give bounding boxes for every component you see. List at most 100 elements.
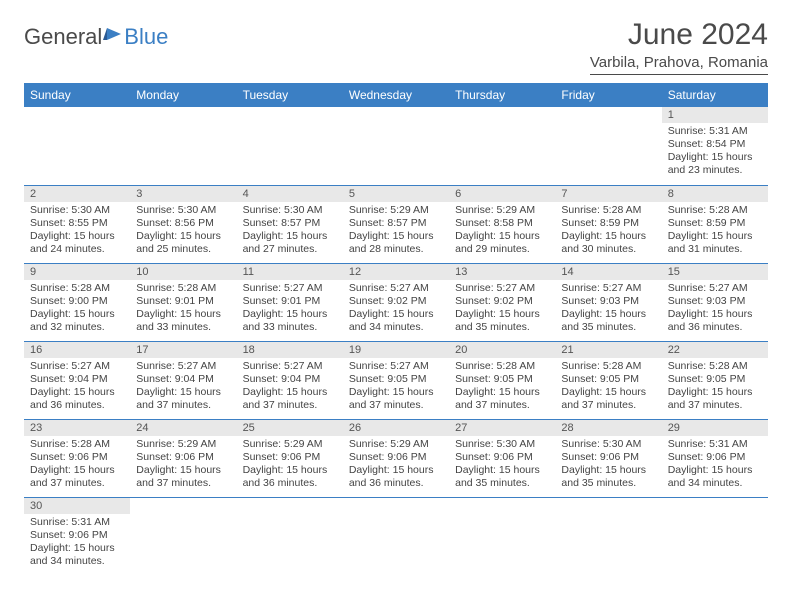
day-header-row: Sunday Monday Tuesday Wednesday Thursday… (24, 83, 768, 107)
day-number: 30 (24, 498, 130, 514)
day-number: 9 (24, 264, 130, 280)
daylight-text: Daylight: 15 hours and 28 minutes. (349, 230, 443, 256)
day-content: Sunrise: 5:28 AMSunset: 9:06 PMDaylight:… (24, 436, 130, 495)
sunrise-text: Sunrise: 5:29 AM (243, 438, 337, 451)
sunset-text: Sunset: 9:06 PM (668, 451, 762, 464)
day-content: Sunrise: 5:30 AMSunset: 8:55 PMDaylight:… (24, 202, 130, 261)
daylight-text: Daylight: 15 hours and 33 minutes. (136, 308, 230, 334)
page-title: June 2024 (590, 18, 768, 52)
sunset-text: Sunset: 9:05 PM (561, 373, 655, 386)
calendar-cell: 19Sunrise: 5:27 AMSunset: 9:05 PMDayligh… (343, 341, 449, 419)
sunset-text: Sunset: 8:59 PM (561, 217, 655, 230)
day-header: Saturday (662, 83, 768, 107)
daylight-text: Daylight: 15 hours and 24 minutes. (30, 230, 124, 256)
day-content: Sunrise: 5:28 AMSunset: 9:05 PMDaylight:… (662, 358, 768, 417)
daylight-text: Daylight: 15 hours and 37 minutes. (243, 386, 337, 412)
calendar-cell: 7Sunrise: 5:28 AMSunset: 8:59 PMDaylight… (555, 185, 661, 263)
sunrise-text: Sunrise: 5:27 AM (668, 282, 762, 295)
calendar-cell: 1Sunrise: 5:31 AMSunset: 8:54 PMDaylight… (662, 107, 768, 185)
sunrise-text: Sunrise: 5:27 AM (243, 282, 337, 295)
daylight-text: Daylight: 15 hours and 30 minutes. (561, 230, 655, 256)
calendar-cell: 16Sunrise: 5:27 AMSunset: 9:04 PMDayligh… (24, 341, 130, 419)
calendar-cell (130, 497, 236, 575)
sunset-text: Sunset: 8:57 PM (243, 217, 337, 230)
calendar-cell: 29Sunrise: 5:31 AMSunset: 9:06 PMDayligh… (662, 419, 768, 497)
sunrise-text: Sunrise: 5:27 AM (30, 360, 124, 373)
sunset-text: Sunset: 8:55 PM (30, 217, 124, 230)
day-number: 22 (662, 342, 768, 358)
sunrise-text: Sunrise: 5:29 AM (455, 204, 549, 217)
day-content: Sunrise: 5:28 AMSunset: 8:59 PMDaylight:… (555, 202, 661, 261)
daylight-text: Daylight: 15 hours and 36 minutes. (349, 464, 443, 490)
sunrise-text: Sunrise: 5:28 AM (136, 282, 230, 295)
day-number: 13 (449, 264, 555, 280)
calendar-cell: 24Sunrise: 5:29 AMSunset: 9:06 PMDayligh… (130, 419, 236, 497)
sunset-text: Sunset: 9:04 PM (136, 373, 230, 386)
calendar-cell: 21Sunrise: 5:28 AMSunset: 9:05 PMDayligh… (555, 341, 661, 419)
sunrise-text: Sunrise: 5:30 AM (136, 204, 230, 217)
calendar-cell: 2Sunrise: 5:30 AMSunset: 8:55 PMDaylight… (24, 185, 130, 263)
calendar-cell: 17Sunrise: 5:27 AMSunset: 9:04 PMDayligh… (130, 341, 236, 419)
calendar-row: 1Sunrise: 5:31 AMSunset: 8:54 PMDaylight… (24, 107, 768, 185)
day-number: 20 (449, 342, 555, 358)
calendar-cell (449, 107, 555, 185)
day-header: Monday (130, 83, 236, 107)
daylight-text: Daylight: 15 hours and 32 minutes. (30, 308, 124, 334)
sunrise-text: Sunrise: 5:31 AM (30, 516, 124, 529)
day-number: 15 (662, 264, 768, 280)
calendar-cell (343, 497, 449, 575)
day-number: 19 (343, 342, 449, 358)
calendar-cell: 25Sunrise: 5:29 AMSunset: 9:06 PMDayligh… (237, 419, 343, 497)
daylight-text: Daylight: 15 hours and 36 minutes. (243, 464, 337, 490)
day-number: 11 (237, 264, 343, 280)
daylight-text: Daylight: 15 hours and 37 minutes. (30, 464, 124, 490)
sunrise-text: Sunrise: 5:28 AM (561, 204, 655, 217)
calendar-cell: 3Sunrise: 5:30 AMSunset: 8:56 PMDaylight… (130, 185, 236, 263)
sunrise-text: Sunrise: 5:27 AM (136, 360, 230, 373)
day-content: Sunrise: 5:28 AMSunset: 9:00 PMDaylight:… (24, 280, 130, 339)
day-content: Sunrise: 5:31 AMSunset: 9:06 PMDaylight:… (662, 436, 768, 495)
day-number: 2 (24, 186, 130, 202)
calendar-row: 9Sunrise: 5:28 AMSunset: 9:00 PMDaylight… (24, 263, 768, 341)
day-content: Sunrise: 5:27 AMSunset: 9:02 PMDaylight:… (449, 280, 555, 339)
day-number: 21 (555, 342, 661, 358)
calendar-cell: 13Sunrise: 5:27 AMSunset: 9:02 PMDayligh… (449, 263, 555, 341)
daylight-text: Daylight: 15 hours and 37 minutes. (349, 386, 443, 412)
daylight-text: Daylight: 15 hours and 33 minutes. (243, 308, 337, 334)
sunset-text: Sunset: 9:05 PM (668, 373, 762, 386)
day-number: 28 (555, 420, 661, 436)
day-number: 1 (662, 107, 768, 123)
calendar-cell (343, 107, 449, 185)
sunset-text: Sunset: 8:56 PM (136, 217, 230, 230)
calendar-cell (449, 497, 555, 575)
calendar-cell: 22Sunrise: 5:28 AMSunset: 9:05 PMDayligh… (662, 341, 768, 419)
calendar-row: 30Sunrise: 5:31 AMSunset: 9:06 PMDayligh… (24, 497, 768, 575)
sunset-text: Sunset: 9:06 PM (349, 451, 443, 464)
sunset-text: Sunset: 9:05 PM (349, 373, 443, 386)
sunset-text: Sunset: 9:06 PM (561, 451, 655, 464)
day-content: Sunrise: 5:28 AMSunset: 9:01 PMDaylight:… (130, 280, 236, 339)
day-content: Sunrise: 5:31 AMSunset: 8:54 PMDaylight:… (662, 123, 768, 182)
day-content: Sunrise: 5:27 AMSunset: 9:03 PMDaylight:… (555, 280, 661, 339)
calendar-cell: 4Sunrise: 5:30 AMSunset: 8:57 PMDaylight… (237, 185, 343, 263)
sunset-text: Sunset: 8:57 PM (349, 217, 443, 230)
daylight-text: Daylight: 15 hours and 29 minutes. (455, 230, 549, 256)
day-content: Sunrise: 5:27 AMSunset: 9:03 PMDaylight:… (662, 280, 768, 339)
sunset-text: Sunset: 9:06 PM (455, 451, 549, 464)
day-header: Sunday (24, 83, 130, 107)
calendar-cell: 8Sunrise: 5:28 AMSunset: 8:59 PMDaylight… (662, 185, 768, 263)
daylight-text: Daylight: 15 hours and 36 minutes. (668, 308, 762, 334)
day-content: Sunrise: 5:27 AMSunset: 9:01 PMDaylight:… (237, 280, 343, 339)
day-number: 10 (130, 264, 236, 280)
sunset-text: Sunset: 8:59 PM (668, 217, 762, 230)
calendar-row: 16Sunrise: 5:27 AMSunset: 9:04 PMDayligh… (24, 341, 768, 419)
sunset-text: Sunset: 8:54 PM (668, 138, 762, 151)
daylight-text: Daylight: 15 hours and 34 minutes. (668, 464, 762, 490)
calendar-cell: 30Sunrise: 5:31 AMSunset: 9:06 PMDayligh… (24, 497, 130, 575)
sunrise-text: Sunrise: 5:28 AM (30, 282, 124, 295)
day-content: Sunrise: 5:29 AMSunset: 9:06 PMDaylight:… (343, 436, 449, 495)
logo-text-general: General (24, 24, 102, 50)
calendar-table: Sunday Monday Tuesday Wednesday Thursday… (24, 83, 768, 575)
day-number: 7 (555, 186, 661, 202)
day-content: Sunrise: 5:27 AMSunset: 9:04 PMDaylight:… (130, 358, 236, 417)
